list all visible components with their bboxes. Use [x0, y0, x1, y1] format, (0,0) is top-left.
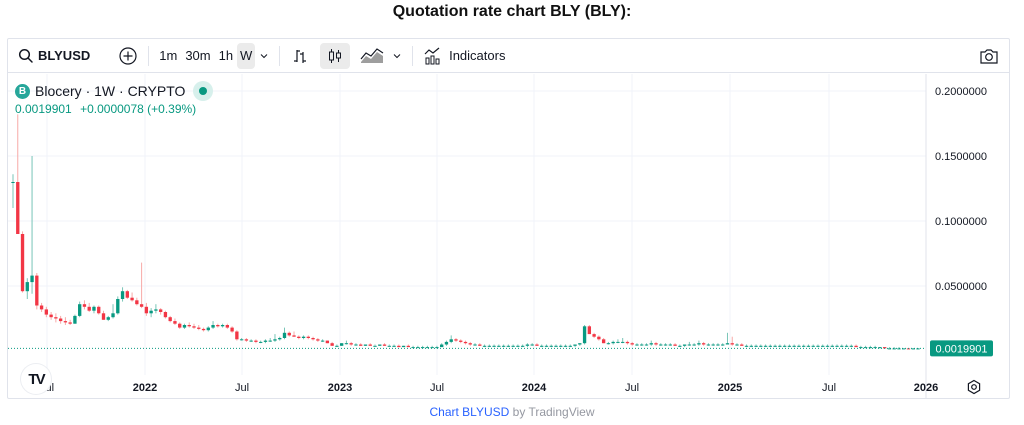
- time-tick-label: Jul: [822, 382, 836, 394]
- time-tick-label: Jul: [625, 382, 639, 394]
- chart-toolbar: BLYUSD 1m 30m 1h W Indicators: [8, 39, 1009, 73]
- indicators-icon: [424, 47, 440, 64]
- interval-1w[interactable]: W: [237, 42, 256, 69]
- chart-grid: [8, 74, 927, 398]
- symbol-search-button[interactable]: BLYUSD: [14, 43, 94, 69]
- screenshot-button[interactable]: [975, 43, 1003, 69]
- candlestick-series: [11, 114, 920, 350]
- area-chart-icon: [360, 47, 384, 63]
- time-tick-label: 2023: [328, 382, 352, 394]
- last-price-label: 0.0019901: [936, 343, 988, 355]
- indicators-label: Indicators: [449, 48, 506, 63]
- time-tick-label: Jul: [235, 382, 249, 394]
- indicators-button[interactable]: Indicators: [419, 43, 509, 69]
- legend-price: 0.0019901: [15, 102, 72, 116]
- toolbar-divider: [279, 45, 281, 66]
- attribution: Chart BLYUSD by TradingView: [0, 405, 1024, 419]
- price-tick-label: 0.2000000: [935, 86, 987, 98]
- price-tick-label: 0.1500000: [935, 151, 987, 163]
- toolbar-divider: [412, 45, 414, 66]
- bars-style-button[interactable]: [286, 43, 314, 69]
- time-tick-label: 2026: [914, 382, 938, 394]
- gear-icon: [967, 379, 981, 395]
- chevron-down-icon: [393, 53, 401, 58]
- interval-dropdown[interactable]: [255, 43, 273, 69]
- market-status-icon[interactable]: [193, 81, 214, 101]
- interval-1h[interactable]: 1h: [218, 48, 234, 63]
- time-tick-label: 2024: [522, 382, 547, 394]
- last-price-badge: [930, 340, 993, 357]
- price-tick-label: 0.0500000: [935, 281, 987, 293]
- price-tick-label: 0.1000000: [935, 216, 987, 228]
- chart-style-dropdown[interactable]: [388, 43, 406, 69]
- interval-1m[interactable]: 1m: [159, 48, 178, 63]
- time-tick-label: 2025: [718, 382, 742, 394]
- chevron-down-icon: [260, 53, 268, 58]
- bars-icon: [294, 49, 307, 63]
- add-circle-icon: [119, 46, 137, 65]
- legend-title: Blocery · 1W · CRYPTO: [35, 83, 186, 99]
- page-title: Quotation rate chart BLY (BLY):: [392, 3, 632, 20]
- toolbar-divider: [148, 45, 150, 66]
- compare-symbol-button[interactable]: [114, 43, 142, 69]
- symbol-legend: B Blocery · 1W · CRYPTO: [15, 81, 214, 101]
- blocery-logo-icon: B: [15, 83, 30, 99]
- camera-icon: [980, 48, 998, 64]
- time-tick-label: Jul: [430, 382, 444, 394]
- legend-change: +0.0000078 (+0.39%): [80, 102, 197, 116]
- candlestick-icon: [329, 48, 342, 63]
- chart-widget: BLYUSD 1m 30m 1h W Indicators: [7, 38, 1010, 399]
- settings-button[interactable]: [966, 379, 982, 395]
- attribution-suffix: by TradingView: [512, 405, 595, 419]
- chart-link[interactable]: Chart BLYUSD: [429, 405, 510, 419]
- legend-quote: 0.0019901 +0.0000078 (+0.39%): [15, 102, 196, 116]
- time-tick-label: 2022: [133, 382, 157, 394]
- time-axis: Jul2022Jul2023Jul2024Jul2025Jul2026: [40, 382, 938, 394]
- interval-30m[interactable]: 30m: [185, 48, 211, 63]
- area-style-button[interactable]: [356, 43, 388, 69]
- candles-style-button[interactable]: [320, 42, 351, 69]
- tradingview-logo-icon[interactable]: TV: [21, 364, 51, 394]
- symbol-label: BLYUSD: [38, 48, 91, 63]
- price-axis: 0.2000000 0.1500000 0.1000000 0.0500000 0.00…: [930, 86, 993, 357]
- search-icon: [18, 48, 33, 63]
